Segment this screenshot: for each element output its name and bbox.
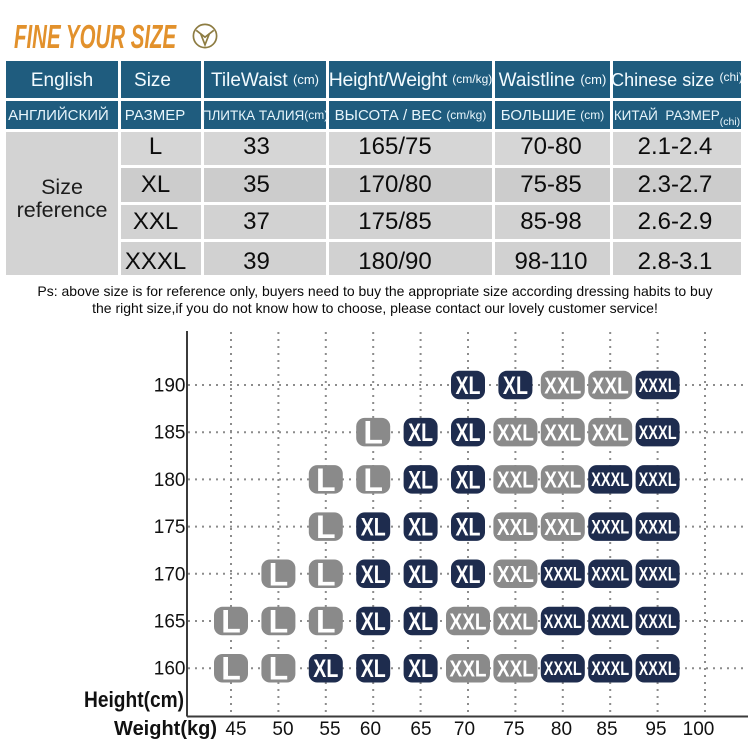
svg-text:L: L [363, 462, 383, 498]
svg-text:L: L [316, 462, 336, 498]
svg-text:L: L [269, 651, 289, 687]
svg-text:XXL: XXL [592, 372, 629, 398]
svg-text:XXL: XXL [497, 561, 534, 587]
svg-text:95: 95 [645, 719, 666, 740]
svg-text:XXXL: XXXL [639, 565, 677, 586]
svg-text:XXXL: XXXL [591, 565, 629, 586]
svg-text:XL: XL [408, 514, 433, 542]
svg-text:75: 75 [503, 719, 524, 740]
svg-text:L: L [269, 556, 289, 592]
svg-text:L: L [316, 509, 336, 545]
svg-text:XL: XL [361, 514, 386, 542]
svg-text:XL: XL [456, 419, 481, 447]
svg-text:L: L [316, 556, 336, 592]
svg-text:XXL: XXL [497, 420, 534, 446]
svg-text:70: 70 [454, 719, 475, 740]
svg-text:80: 80 [551, 719, 572, 740]
svg-text:100: 100 [683, 719, 715, 740]
svg-text:XL: XL [456, 561, 481, 589]
svg-text:XXXL: XXXL [639, 470, 677, 491]
svg-text:180: 180 [154, 470, 186, 491]
svg-text:XXL: XXL [544, 467, 581, 493]
svg-text:XL: XL [408, 608, 433, 636]
svg-text:XL: XL [456, 372, 481, 400]
svg-text:XXL: XXL [450, 608, 487, 634]
svg-text:XXXL: XXXL [639, 517, 677, 538]
svg-text:190: 190 [154, 376, 186, 397]
svg-text:L: L [269, 604, 289, 640]
svg-text:170: 170 [154, 564, 186, 585]
svg-text:60: 60 [360, 719, 381, 740]
svg-text:XL: XL [361, 561, 386, 589]
svg-text:XXL: XXL [592, 420, 629, 446]
svg-text:XXL: XXL [544, 372, 581, 398]
svg-text:XXL: XXL [497, 656, 534, 682]
svg-text:XL: XL [361, 655, 386, 683]
svg-text:185: 185 [154, 423, 186, 444]
svg-text:XXXL: XXXL [544, 612, 582, 633]
svg-text:XXXL: XXXL [544, 565, 582, 586]
svg-text:L: L [221, 604, 241, 640]
svg-text:XL: XL [361, 608, 386, 636]
svg-text:XL: XL [313, 655, 338, 683]
svg-text:XXXL: XXXL [544, 659, 582, 680]
svg-text:XL: XL [408, 655, 433, 683]
svg-text:XXL: XXL [497, 467, 534, 493]
svg-text:XL: XL [456, 466, 481, 494]
svg-text:160: 160 [154, 659, 186, 680]
svg-text:XXXL: XXXL [639, 612, 677, 633]
svg-text:XXL: XXL [544, 420, 581, 446]
svg-text:XXXL: XXXL [591, 612, 629, 633]
svg-text:XL: XL [503, 372, 528, 400]
svg-text:XXXL: XXXL [639, 659, 677, 680]
svg-text:XXXL: XXXL [639, 423, 677, 444]
svg-text:50: 50 [272, 719, 293, 740]
svg-text:55: 55 [319, 719, 340, 740]
svg-text:XXXL: XXXL [591, 517, 629, 538]
svg-text:L: L [221, 651, 241, 687]
svg-text:Weight(kg): Weight(kg) [114, 718, 217, 740]
svg-text:XXL: XXL [497, 514, 534, 540]
svg-text:XXXL: XXXL [591, 659, 629, 680]
svg-text:XL: XL [456, 514, 481, 542]
svg-text:XXXL: XXXL [591, 470, 629, 491]
svg-text:45: 45 [225, 719, 246, 740]
svg-text:L: L [316, 604, 336, 640]
svg-text:XL: XL [408, 419, 433, 447]
svg-text:165: 165 [154, 612, 186, 633]
svg-text:85: 85 [596, 719, 617, 740]
svg-text:XL: XL [408, 466, 433, 494]
svg-text:XXL: XXL [497, 608, 534, 634]
svg-text:175: 175 [154, 517, 186, 538]
svg-text:XXL: XXL [450, 656, 487, 682]
svg-text:L: L [363, 415, 383, 451]
svg-text:XXXL: XXXL [639, 376, 677, 397]
svg-text:Height(cm): Height(cm) [84, 687, 184, 712]
svg-text:XXL: XXL [544, 514, 581, 540]
svg-text:XL: XL [408, 561, 433, 589]
svg-text:65: 65 [410, 719, 431, 740]
